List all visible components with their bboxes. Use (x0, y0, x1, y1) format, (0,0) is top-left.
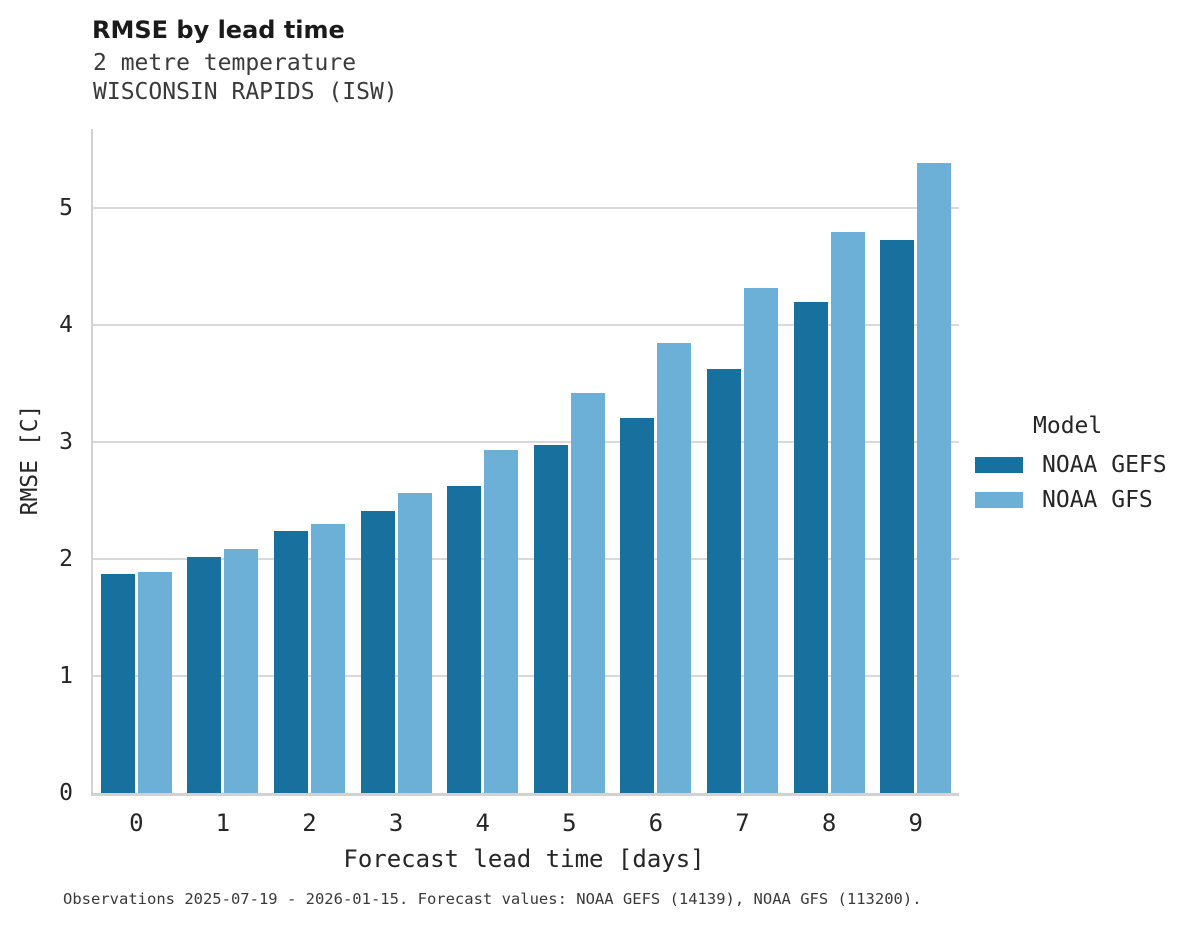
bar-noaa-gfs-day-5 (570, 393, 605, 793)
bar-noaa-gefs-day-2 (274, 531, 308, 793)
bar-noaa-gfs-day-3 (397, 492, 432, 793)
bar-noaa-gefs-day-8 (793, 302, 828, 793)
x-tick-label-3: 3 (388, 809, 404, 837)
gridline-y-1 (93, 675, 959, 678)
x-tick-label-2: 2 (302, 809, 317, 837)
plot-area: 0 1 2 3 4 5 0 1 2 3 4 5 6 7 8 9 (59, 129, 959, 837)
bar-noaa-gefs-day-3 (360, 511, 395, 793)
gridline-y-3 (93, 441, 959, 444)
bar-noaa-gfs-day-7 (744, 287, 778, 793)
y-axis-title: RMSE [C] (17, 404, 43, 516)
bar-noaa-gefs-day-4 (447, 485, 482, 793)
bar-noaa-gefs-day-5 (533, 444, 568, 793)
y-tick-label-4: 4 (59, 312, 73, 339)
y-tick-label-0: 0 (59, 780, 73, 806)
footnote-caption: Observations 2025-07-19 - 2026-01-15. Fo… (63, 890, 922, 908)
bar-noaa-gefs-day-1 (187, 556, 222, 793)
bar-noaa-gefs-day-7 (707, 368, 741, 793)
legend-swatch-icon (975, 456, 1023, 473)
gridline-y-4 (93, 324, 959, 327)
y-tick-label-3: 3 (59, 429, 73, 456)
gridline-y-2 (93, 558, 959, 561)
legend-item-noaa-gefs: NOAA GEFS (975, 447, 1167, 482)
x-tick-label-1: 1 (215, 809, 231, 837)
bar-noaa-gefs-day-6 (620, 417, 655, 793)
x-tick-label-5: 5 (562, 809, 577, 837)
bar-noaa-gfs-day-1 (224, 548, 259, 793)
x-tick-label-6: 6 (648, 809, 664, 837)
bar-noaa-gfs-day-9 (917, 162, 952, 793)
x-tick-label-4: 4 (475, 809, 490, 837)
bar-noaa-gfs-day-4 (484, 450, 519, 793)
x-tick-label-8: 8 (821, 809, 837, 837)
bar-noaa-gefs-day-9 (880, 240, 915, 793)
bar-noaa-gfs-day-6 (657, 342, 692, 793)
legend-item-noaa-gfs: NOAA GFS (975, 482, 1167, 517)
legend: Model NOAA GEFS NOAA GFS (975, 413, 1167, 517)
bar-noaa-gefs-day-0 (100, 574, 135, 793)
y-tick-label-1: 1 (59, 663, 73, 690)
x-tick-label-9: 9 (908, 809, 923, 837)
x-tick-label-7: 7 (735, 809, 750, 837)
chart-title: RMSE by lead time (92, 16, 345, 44)
legend-title: Model (1033, 413, 1103, 439)
x-tick-label-0: 0 (129, 809, 144, 837)
chart-subtitle-station: WISCONSIN RAPIDS (ISW) (93, 79, 398, 105)
gridline-y-5 (93, 207, 959, 210)
legend-items: NOAA GEFS NOAA GFS (975, 447, 1167, 517)
y-tick-label-2: 2 (59, 546, 73, 573)
y-tick-label-5: 5 (59, 195, 73, 222)
bar-noaa-gfs-day-8 (830, 231, 865, 793)
bar-noaa-gfs-day-0 (137, 572, 172, 793)
legend-label: NOAA GEFS (1042, 451, 1167, 478)
legend-label: NOAA GFS (1042, 486, 1153, 513)
legend-swatch-icon (975, 491, 1023, 508)
chart-subtitle-variable: 2 metre temperature (93, 50, 357, 76)
bar-noaa-gfs-day-2 (311, 524, 345, 793)
x-axis-title: Forecast lead time [days] (343, 845, 705, 873)
